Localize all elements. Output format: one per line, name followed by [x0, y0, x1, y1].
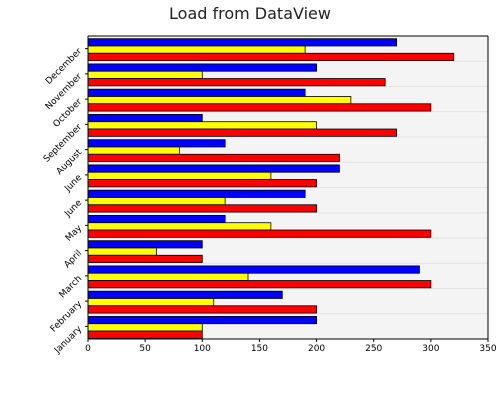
x-tick-label: 300	[422, 344, 439, 354]
bar-series1-6	[87, 204, 317, 213]
bar-series1-3	[87, 280, 432, 289]
bar-series3-2	[87, 290, 283, 299]
y-tick-label: June	[62, 173, 84, 195]
bar-series3-10	[87, 88, 306, 97]
bar-series3-6	[87, 189, 306, 198]
x-tick-label: 200	[308, 344, 325, 354]
bar-series1-4	[87, 254, 203, 263]
bar-series3-9	[87, 114, 203, 123]
bar-series1-1	[87, 330, 203, 339]
x-tick-label: 250	[365, 344, 382, 354]
bar-series2-7	[87, 171, 272, 180]
bar-series2-1	[87, 323, 203, 332]
bar-series3-12	[87, 38, 397, 47]
y-tick-label: May	[64, 223, 85, 244]
bar-series2-11	[87, 70, 203, 79]
bar-series2-9	[87, 121, 317, 130]
bar-series3-7	[87, 164, 340, 173]
bar-series2-4	[87, 247, 157, 256]
x-tick-label: 0	[85, 344, 91, 354]
x-tick-label: 350	[479, 344, 496, 354]
bar-series1-11	[87, 78, 386, 87]
y-tick-label: June	[62, 198, 84, 220]
bar-series2-5	[87, 222, 272, 231]
bar-series1-7	[87, 179, 317, 188]
bar-series1-2	[87, 305, 317, 314]
bar-series1-12	[87, 52, 455, 61]
bar-series3-4	[87, 240, 203, 249]
x-tick-label: 150	[251, 344, 268, 354]
y-tick-label: April	[62, 249, 84, 271]
bar-series2-12	[87, 45, 306, 54]
chart-title: Load from DataView	[169, 4, 331, 23]
bar-series3-1	[87, 316, 317, 325]
bar-series3-5	[87, 215, 226, 224]
x-tick-label: 50	[139, 344, 151, 354]
bar-series2-3	[87, 272, 249, 281]
bar-series1-10	[87, 103, 432, 112]
bar-series3-11	[87, 63, 317, 72]
bar-series2-10	[87, 96, 352, 105]
bar-series1-9	[87, 128, 397, 137]
bar-series2-6	[87, 197, 226, 206]
bar-series3-8	[87, 139, 226, 148]
x-tick-label: 100	[194, 344, 211, 354]
bar-series1-8	[87, 153, 340, 162]
y-tick-label: March	[58, 274, 84, 300]
bar-series1-5	[87, 229, 432, 238]
bar-series2-2	[87, 298, 215, 307]
bar-series3-3	[87, 265, 420, 274]
bar-series2-8	[87, 146, 180, 155]
